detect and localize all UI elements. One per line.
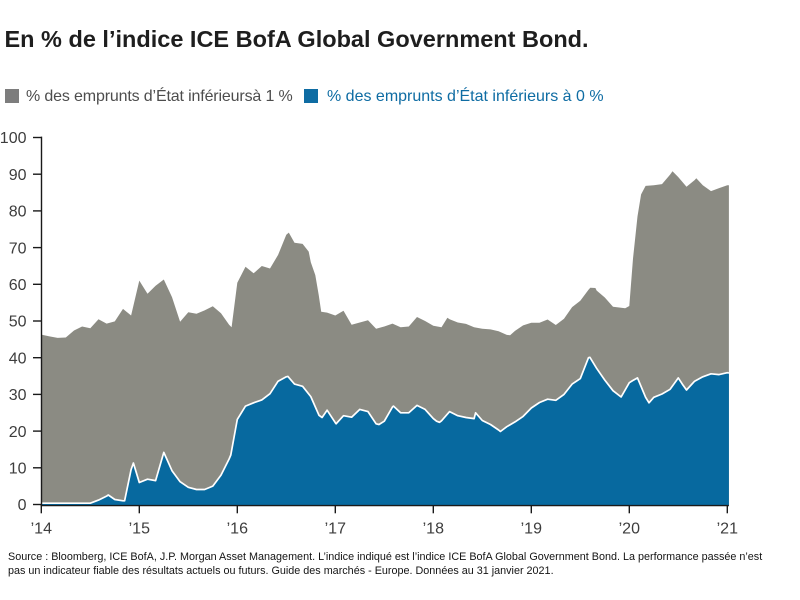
svg-text:100: 100 xyxy=(0,130,27,147)
svg-text:’19: ’19 xyxy=(521,521,542,538)
svg-text:50: 50 xyxy=(9,314,27,331)
svg-text:10: 10 xyxy=(9,461,27,478)
svg-text:’14: ’14 xyxy=(31,521,52,538)
svg-text:’21: ’21 xyxy=(717,521,738,538)
svg-text:70: 70 xyxy=(9,240,27,257)
svg-text:0: 0 xyxy=(18,497,27,514)
svg-text:40: 40 xyxy=(9,350,27,367)
svg-text:’15: ’15 xyxy=(129,521,150,538)
svg-text:’18: ’18 xyxy=(423,521,444,538)
svg-text:’17: ’17 xyxy=(325,521,346,538)
svg-text:’20: ’20 xyxy=(619,521,640,538)
svg-text:’16: ’16 xyxy=(227,521,248,538)
svg-text:60: 60 xyxy=(9,277,27,294)
svg-text:30: 30 xyxy=(9,387,27,404)
svg-text:90: 90 xyxy=(9,167,27,184)
svg-text:80: 80 xyxy=(9,204,27,221)
svg-text:20: 20 xyxy=(9,424,27,441)
